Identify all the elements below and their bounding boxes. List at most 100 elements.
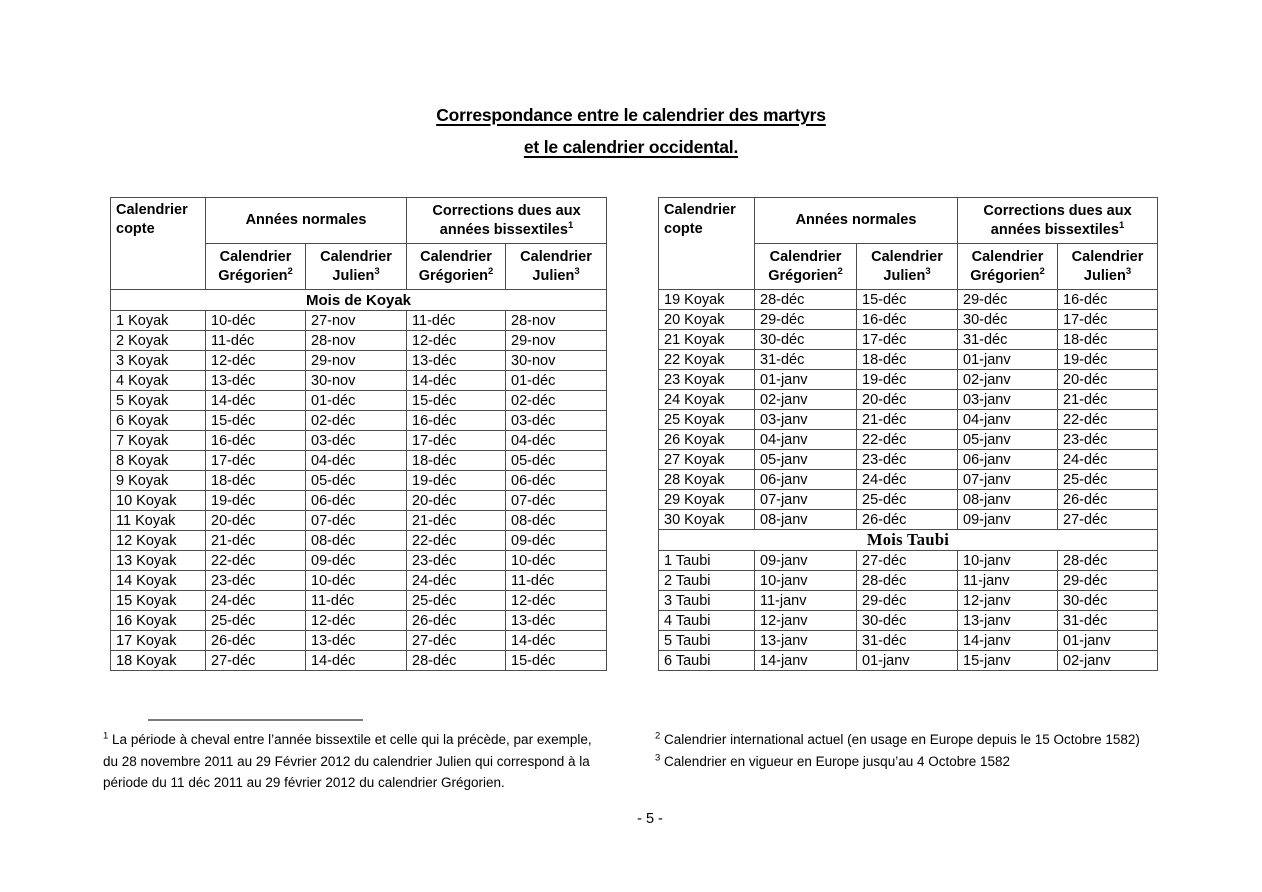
- table-cell: 18-déc: [855, 349, 959, 370]
- header-normal-years: Années normales: [204, 197, 408, 244]
- table-cell: 25-déc: [205, 610, 306, 631]
- table-row: 22 Koyak 31-déc 18-déc 01-janv 19-déc: [658, 349, 1159, 370]
- table-cell: 12-déc: [406, 330, 507, 351]
- table-cell: 9 Koyak: [110, 470, 206, 491]
- table-cell: 11-déc: [205, 330, 306, 351]
- table-cell: 17-déc: [406, 430, 507, 451]
- table-cell: 02-janv: [754, 389, 857, 410]
- table-cell: 07-janv: [754, 489, 857, 510]
- table-cell: 29-nov: [304, 350, 408, 371]
- table-cell: 27-déc: [855, 550, 959, 571]
- table-cell: 03-déc: [304, 430, 408, 451]
- table-row: 6 Taubi 14-janv 01-janv 15-janv 02-janv: [658, 650, 1159, 671]
- table-cell: 10-déc: [205, 310, 306, 331]
- table-cell: 09-déc: [505, 530, 608, 551]
- table-cell: 17-déc: [205, 450, 306, 471]
- header-gregorian-corrections: Calendrier Grégorien2: [406, 243, 507, 290]
- table-cell: 29-déc: [855, 590, 959, 611]
- table-cell: 01-déc: [304, 390, 408, 411]
- table-cell: 30-nov: [505, 350, 608, 371]
- page-title-line1: Correspondance entre le calendrier des m…: [436, 105, 826, 125]
- table-cell: 20-déc: [855, 389, 959, 410]
- header-julian-normal: Calendrier Julien3: [304, 243, 408, 290]
- table-cell: 08-déc: [304, 530, 408, 551]
- header-calendar-row: Calendrier Grégorien2 Calendrier Julien3…: [659, 243, 1159, 290]
- table-cell: 19 Koyak: [658, 289, 755, 310]
- table-row: 11 Koyak 20-déc 07-déc 21-déc 08-déc: [110, 510, 608, 531]
- section-label-mois-de-koyak: Mois de Koyak: [109, 289, 608, 311]
- page-title-line2: et le calendrier occidental.: [523, 137, 739, 157]
- table-cell: 7 Koyak: [110, 430, 206, 451]
- table-cell: 28-déc: [406, 650, 507, 671]
- table-cell: 13 Koyak: [110, 550, 206, 571]
- footnote-2-text: Calendrier international actuel (en usag…: [660, 732, 1140, 747]
- table-row: 24 Koyak 02-janv 20-déc 03-janv 21-déc: [658, 389, 1159, 410]
- header-normal-years: Années normales: [753, 197, 959, 244]
- page-title: Correspondance entre le calendrier des m…: [0, 99, 1262, 163]
- table-cell: 29-déc: [1057, 570, 1159, 591]
- table-row: 7 Koyak 16-déc 03-déc 17-déc 04-déc: [110, 430, 608, 451]
- table-cell: 03-janv: [957, 389, 1059, 410]
- table-cell: 30 Koyak: [658, 509, 755, 530]
- section-row: Mois Taubi: [657, 529, 1159, 551]
- table-cell: 12 Koyak: [110, 530, 206, 551]
- koyak-rows-19-30: 19 Koyak 28-déc 15-déc 29-déc 16-déc 20 Koyak…: [658, 289, 1159, 530]
- table-cell: 19-déc: [1057, 349, 1159, 370]
- table-row: 16 Koyak 25-déc 12-déc 26-déc 13-déc: [110, 610, 608, 631]
- table-cell: 01-janv: [1057, 630, 1159, 651]
- section-body-taubi: Mois Taubi: [657, 529, 1159, 551]
- table-cell: 13-janv: [754, 630, 857, 651]
- table-cell: 13-déc: [304, 630, 408, 651]
- table-cell: 3 Koyak: [110, 350, 206, 371]
- table-row: 4 Taubi 12-janv 30-déc 13-janv 31-déc: [658, 610, 1159, 631]
- table-cell: 26-déc: [205, 630, 306, 651]
- calendar-table-koyak-1-18: Calendrier copte Années normales Correct…: [109, 197, 608, 671]
- table-cell: 14 Koyak: [110, 570, 206, 591]
- table-cell: 19-déc: [406, 470, 507, 491]
- table-row: 10 Koyak 19-déc 06-déc 20-déc 07-déc: [110, 490, 608, 511]
- table-cell: 16-déc: [1057, 289, 1159, 310]
- footnote-ref-3: 3: [1125, 265, 1132, 277]
- table-row: 23 Koyak 01-janv 19-déc 02-janv 20-déc: [658, 369, 1159, 390]
- table-cell: 22-déc: [855, 429, 959, 450]
- table-cell: 30-déc: [754, 329, 857, 350]
- footnote-1-marker: 1: [103, 730, 109, 742]
- header-group-row: Calendrier copte Années normales Correct…: [110, 197, 608, 290]
- table-cell: 02-déc: [304, 410, 408, 431]
- table-row: 13 Koyak 22-déc 09-déc 23-déc 10-déc: [110, 550, 608, 571]
- header-group-row: Calendrier copte Années normales Correct…: [658, 197, 1159, 290]
- table-cell: 10-janv: [754, 570, 857, 591]
- table-cell: 23-déc: [205, 570, 306, 591]
- table-cell: 10-janv: [957, 550, 1059, 571]
- table-cell: 12-déc: [205, 350, 306, 371]
- table-header: Calendrier copte Années normales Correct…: [110, 197, 608, 290]
- koyak-rows-1-18: 1 Koyak 10-déc 27-nov 11-déc 28-nov 2 Koyak 11…: [110, 310, 608, 671]
- table-cell: 06-déc: [505, 470, 608, 491]
- table-cell: 10-déc: [304, 570, 408, 591]
- header-corrections-line1: Corrections dues aux: [432, 202, 581, 219]
- table-cell: 21-déc: [855, 409, 959, 430]
- table-cell: 27-déc: [205, 650, 306, 671]
- table-row: 5 Koyak 14-déc 01-déc 15-déc 02-déc: [110, 390, 608, 411]
- section-label-mois-taubi: Mois Taubi: [657, 529, 1159, 551]
- table-cell: 31-déc: [1057, 610, 1159, 631]
- table-cell: 28 Koyak: [658, 469, 755, 490]
- table-cell: 12-janv: [754, 610, 857, 631]
- table-cell: 28-nov: [304, 330, 408, 351]
- header-calendar-row: Calendrier Grégorien2 Calendrier Julien3…: [111, 243, 608, 290]
- table-cell: 04-déc: [304, 450, 408, 471]
- table-cell: 17 Koyak: [110, 630, 206, 651]
- table-cell: 07-janv: [957, 469, 1059, 490]
- header-corrections-line2: années bissextiles1: [439, 219, 574, 238]
- table-cell: 21-déc: [406, 510, 507, 531]
- table-cell: 12-déc: [304, 610, 408, 631]
- table-header: Calendrier copte Années normales Correct…: [658, 197, 1159, 290]
- footnote-ref-2: 2: [837, 265, 843, 277]
- table-cell: 18-déc: [406, 450, 507, 471]
- header-gregorian-normal: Calendrier Grégorien2: [205, 243, 306, 290]
- table-cell: 26 Koyak: [658, 429, 755, 450]
- header-corrections: Corrections dues aux années bissextiles1: [957, 197, 1159, 244]
- table-cell: 17-déc: [1057, 309, 1159, 330]
- table-cell: 20-déc: [406, 490, 507, 511]
- table-cell: 28-déc: [855, 570, 959, 591]
